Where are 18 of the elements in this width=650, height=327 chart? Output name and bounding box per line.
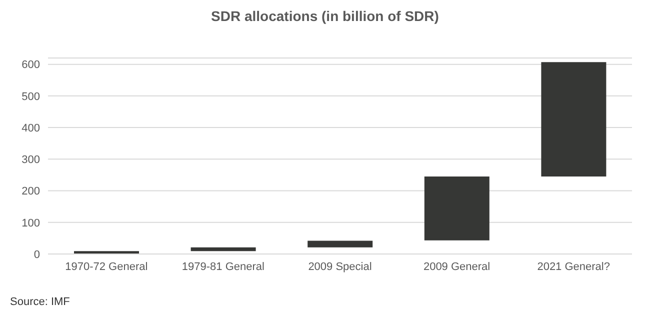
bar [308, 240, 373, 248]
y-tick-label: 400 [22, 122, 40, 134]
x-tick-label: 2009 Special [308, 260, 372, 273]
y-tick-label: 600 [22, 59, 40, 72]
y-tick-label: 500 [22, 90, 40, 103]
x-tick-label: 1979-81 General [182, 260, 264, 273]
x-tick-label: 2009 General [423, 260, 490, 273]
bar [424, 176, 490, 240]
x-tick-label: 1970-72 General [65, 260, 148, 273]
bar [190, 247, 256, 252]
bar [541, 62, 606, 177]
x-tick-label: 2021 General? [537, 260, 610, 273]
y-tick-label: 300 [22, 154, 40, 166]
y-tick-label: 200 [22, 186, 40, 198]
y-tick-label: 100 [22, 217, 40, 230]
y-tick-label: 0 [34, 248, 40, 261]
source-note: Source: IMF [10, 296, 70, 308]
chart-title: SDR allocations (in billion of SDR) [210, 8, 440, 24]
